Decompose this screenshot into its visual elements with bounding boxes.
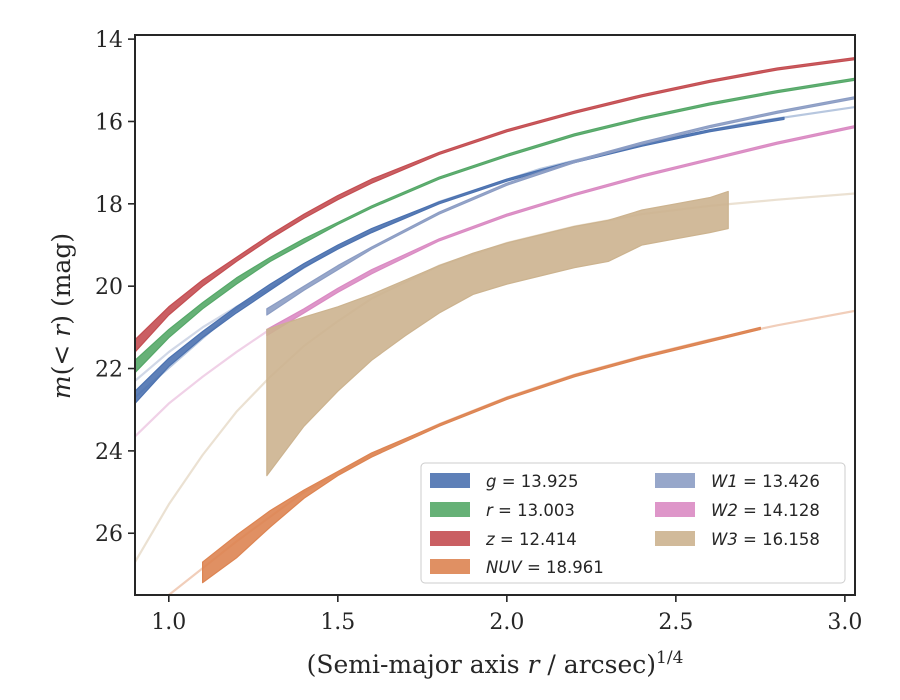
y-axis-title: m(< r) (mag) <box>47 233 76 399</box>
y-axis-ticks: 14 16 18 20 22 24 26 <box>95 28 135 547</box>
legend-swatch-z <box>430 531 470 546</box>
legend-swatch-r <box>430 502 470 517</box>
legend-swatch-w2 <box>655 502 695 517</box>
y-tick-label: 20 <box>95 275 123 300</box>
x-tick-label: 2.5 <box>658 610 693 635</box>
y-tick-label: 18 <box>95 193 123 218</box>
band-w1 <box>266 96 855 316</box>
x-tick-label: 2.0 <box>489 610 524 635</box>
legend-label-z: z = 12.414 <box>485 530 577 549</box>
legend-box <box>420 462 846 584</box>
x-axis-ticks: 1.0 1.5 2.0 2.5 3.0 <box>151 595 862 635</box>
y-tick-label: 14 <box>95 28 123 53</box>
legend-label-g: g = 13.925 <box>486 472 579 491</box>
legend-swatch-w1 <box>655 473 695 488</box>
legend-entries: g = 13.925 r = 13.003 z = 12.414 NUV = 18.9… <box>430 472 820 577</box>
x-tick-label: 3.0 <box>827 610 862 635</box>
magnitude-bands <box>135 57 855 584</box>
x-tick-label: 1.0 <box>151 610 186 635</box>
y-tick-label: 16 <box>95 110 123 135</box>
y-tick-label: 26 <box>95 522 123 547</box>
band-nuv <box>202 326 761 584</box>
band-w3 <box>266 190 729 477</box>
x-axis-title: (Semi-major axis r / arcsec)1/4 <box>307 648 684 679</box>
x-tick-label: 1.5 <box>320 610 355 635</box>
legend-label-nuv: NUV = 18.961 <box>486 558 604 577</box>
legend-swatch-nuv <box>430 559 470 574</box>
plot-frame <box>134 34 856 596</box>
band-r <box>135 77 855 374</box>
legend-swatch-g <box>430 473 470 488</box>
legend-label-w1: W1 = 13.426 <box>711 472 820 491</box>
legend-label-w2: W2 = 14.128 <box>711 501 820 520</box>
legend-label-w3: W3 = 16.158 <box>711 530 820 549</box>
y-tick-label: 24 <box>95 440 123 465</box>
band-z <box>135 57 855 353</box>
faint-profile-w2 <box>135 330 268 438</box>
legend-label-r: r = 13.003 <box>486 501 575 520</box>
legend: g = 13.925 r = 13.003 z = 12.414 NUV = 18.9… <box>420 462 846 584</box>
band-w2 <box>266 124 855 337</box>
band-g <box>135 116 785 405</box>
y-tick-label: 22 <box>95 358 123 383</box>
legend-swatch-w3 <box>655 531 695 546</box>
